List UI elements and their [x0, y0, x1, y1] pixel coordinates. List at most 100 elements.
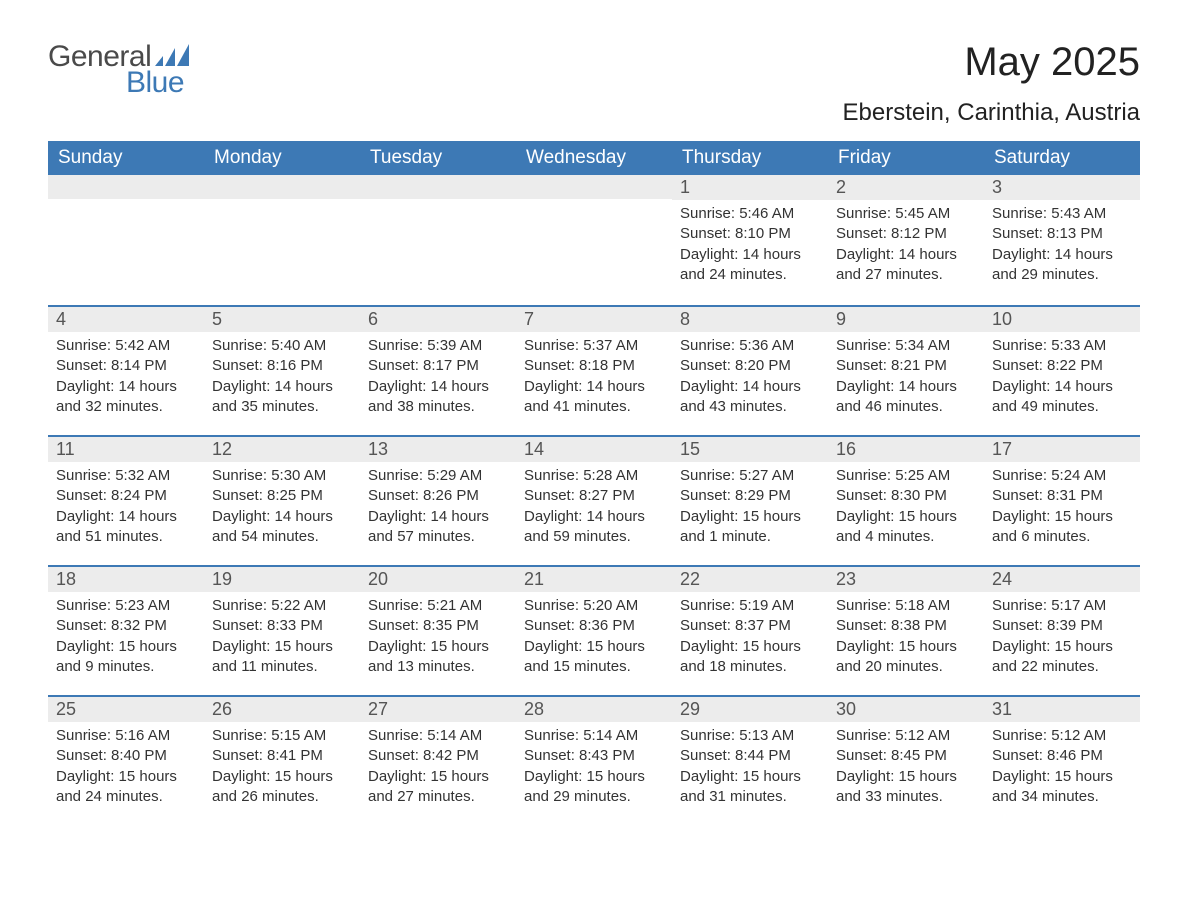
sunset-line: Sunset: 8:13 PM: [992, 224, 1132, 244]
sunset-line: Sunset: 8:44 PM: [680, 746, 820, 766]
calendar-day: [48, 175, 204, 305]
day-number: 15: [672, 437, 828, 462]
title-block: May 2025 Eberstein, Carinthia, Austria: [843, 40, 1140, 127]
daylight-line: Daylight: 15 hours and 9 minutes.: [56, 637, 196, 678]
location-text: Eberstein, Carinthia, Austria: [843, 99, 1140, 127]
sunset-line: Sunset: 8:30 PM: [836, 486, 976, 506]
day-number: 26: [204, 697, 360, 722]
sunset-line: Sunset: 8:22 PM: [992, 356, 1132, 376]
calendar-day: 1Sunrise: 5:46 AMSunset: 8:10 PMDaylight…: [672, 175, 828, 305]
day-number: 2: [828, 175, 984, 200]
day-number: 6: [360, 307, 516, 332]
day-details: Sunrise: 5:29 AMSunset: 8:26 PMDaylight:…: [368, 466, 508, 547]
day-details: Sunrise: 5:28 AMSunset: 8:27 PMDaylight:…: [524, 466, 664, 547]
calendar: SundayMondayTuesdayWednesdayThursdayFrid…: [48, 141, 1140, 825]
daylight-line: Daylight: 14 hours and 35 minutes.: [212, 377, 352, 418]
calendar-day: 29Sunrise: 5:13 AMSunset: 8:44 PMDayligh…: [672, 697, 828, 825]
day-number: 28: [516, 697, 672, 722]
sunset-line: Sunset: 8:24 PM: [56, 486, 196, 506]
day-details: Sunrise: 5:16 AMSunset: 8:40 PMDaylight:…: [56, 726, 196, 807]
sunset-line: Sunset: 8:39 PM: [992, 616, 1132, 636]
calendar-day: 17 Sunrise: 5:24 AMSunset: 8:31 PMDayligh…: [984, 437, 1140, 565]
calendar-day: 27Sunrise: 5:14 AMSunset: 8:42 PMDayligh…: [360, 697, 516, 825]
daylight-line: Daylight: 15 hours and 15 minutes.: [524, 637, 664, 678]
sunrise-line: Sunrise: 5:36 AM: [680, 336, 820, 356]
calendar-day: 7Sunrise: 5:37 AMSunset: 8:18 PMDaylight…: [516, 307, 672, 435]
day-details: Sunrise: 5:34 AMSunset: 8:21 PMDaylight:…: [836, 336, 976, 417]
sunrise-line: Sunrise: 5:24 AM: [992, 466, 1132, 486]
day-number: 13: [360, 437, 516, 462]
day-number: 8: [672, 307, 828, 332]
day-number: [48, 175, 204, 199]
sunset-line: Sunset: 8:33 PM: [212, 616, 352, 636]
day-number: 29: [672, 697, 828, 722]
day-number: 5: [204, 307, 360, 332]
day-details: Sunrise: 5:39 AMSunset: 8:17 PMDaylight:…: [368, 336, 508, 417]
calendar-day: 22Sunrise: 5:19 AMSunset: 8:37 PMDayligh…: [672, 567, 828, 695]
day-details: Sunrise: 5:25 AMSunset: 8:30 PMDaylight:…: [836, 466, 976, 547]
calendar-day: [204, 175, 360, 305]
calendar-day: 30Sunrise: 5:12 AMSunset: 8:45 PMDayligh…: [828, 697, 984, 825]
calendar-week: 11Sunrise: 5:32 AMSunset: 8:24 PMDayligh…: [48, 435, 1140, 565]
day-number: 25: [48, 697, 204, 722]
day-number: 16: [828, 437, 984, 462]
daylight-line: Daylight: 15 hours and 29 minutes.: [524, 767, 664, 808]
day-details: Sunrise: 5:24 AMSunset: 8:31 PMDaylight:…: [992, 466, 1132, 547]
sunset-line: Sunset: 8:17 PM: [368, 356, 508, 376]
sunrise-line: Sunrise: 5:45 AM: [836, 204, 976, 224]
day-details: Sunrise: 5:23 AMSunset: 8:32 PMDaylight:…: [56, 596, 196, 677]
sunset-line: Sunset: 8:10 PM: [680, 224, 820, 244]
dow-cell: Wednesday: [516, 141, 672, 175]
page-title: May 2025: [843, 40, 1140, 85]
sunrise-line: Sunrise: 5:34 AM: [836, 336, 976, 356]
dow-cell: Monday: [204, 141, 360, 175]
day-details: Sunrise: 5:42 AMSunset: 8:14 PMDaylight:…: [56, 336, 196, 417]
day-number: 7: [516, 307, 672, 332]
calendar-day: 2Sunrise: 5:45 AMSunset: 8:12 PMDaylight…: [828, 175, 984, 305]
sunset-line: Sunset: 8:16 PM: [212, 356, 352, 376]
day-number: 18: [48, 567, 204, 592]
day-details: Sunrise: 5:30 AMSunset: 8:25 PMDaylight:…: [212, 466, 352, 547]
sunrise-line: Sunrise: 5:12 AM: [836, 726, 976, 746]
sunset-line: Sunset: 8:27 PM: [524, 486, 664, 506]
calendar-day: [516, 175, 672, 305]
sunrise-line: Sunrise: 5:23 AM: [56, 596, 196, 616]
sunrise-line: Sunrise: 5:14 AM: [524, 726, 664, 746]
daylight-line: Daylight: 14 hours and 57 minutes.: [368, 507, 508, 548]
sunset-line: Sunset: 8:29 PM: [680, 486, 820, 506]
sunset-line: Sunset: 8:26 PM: [368, 486, 508, 506]
calendar-day: 16 Sunrise: 5:25 AMSunset: 8:30 PMDayligh…: [828, 437, 984, 565]
day-number: 4: [48, 307, 204, 332]
day-number: 30: [828, 697, 984, 722]
sunrise-line: Sunrise: 5:27 AM: [680, 466, 820, 486]
day-number: 1: [672, 175, 828, 200]
calendar-day: 4 Sunrise: 5:42 AMSunset: 8:14 PMDaylight…: [48, 307, 204, 435]
calendar-day: 14Sunrise: 5:28 AMSunset: 8:27 PMDayligh…: [516, 437, 672, 565]
sunrise-line: Sunrise: 5:43 AM: [992, 204, 1132, 224]
day-number: 10: [984, 307, 1140, 332]
day-details: Sunrise: 5:43 AMSunset: 8:13 PMDaylight:…: [992, 204, 1132, 285]
calendar-day: 23Sunrise: 5:18 AMSunset: 8:38 PMDayligh…: [828, 567, 984, 695]
daylight-line: Daylight: 14 hours and 59 minutes.: [524, 507, 664, 548]
sunset-line: Sunset: 8:18 PM: [524, 356, 664, 376]
sunrise-line: Sunrise: 5:37 AM: [524, 336, 664, 356]
day-number: [516, 175, 672, 199]
calendar-day: 13 Sunrise: 5:29 AMSunset: 8:26 PMDayligh…: [360, 437, 516, 565]
daylight-line: Daylight: 14 hours and 49 minutes.: [992, 377, 1132, 418]
day-number: 17: [984, 437, 1140, 462]
sunrise-line: Sunrise: 5:28 AM: [524, 466, 664, 486]
day-number: [360, 175, 516, 199]
sunset-line: Sunset: 8:36 PM: [524, 616, 664, 636]
sunrise-line: Sunrise: 5:40 AM: [212, 336, 352, 356]
daylight-line: Daylight: 15 hours and 26 minutes.: [212, 767, 352, 808]
sunrise-line: Sunrise: 5:19 AM: [680, 596, 820, 616]
dow-cell: Thursday: [672, 141, 828, 175]
daylight-line: Daylight: 14 hours and 27 minutes.: [836, 245, 976, 286]
day-number: 21: [516, 567, 672, 592]
calendar-day: 12 Sunrise: 5:30 AMSunset: 8:25 PMDayligh…: [204, 437, 360, 565]
calendar-day: 15Sunrise: 5:27 AMSunset: 8:29 PMDayligh…: [672, 437, 828, 565]
sunset-line: Sunset: 8:40 PM: [56, 746, 196, 766]
calendar-day: 9Sunrise: 5:34 AMSunset: 8:21 PMDaylight…: [828, 307, 984, 435]
sunset-line: Sunset: 8:21 PM: [836, 356, 976, 376]
day-number: 12: [204, 437, 360, 462]
